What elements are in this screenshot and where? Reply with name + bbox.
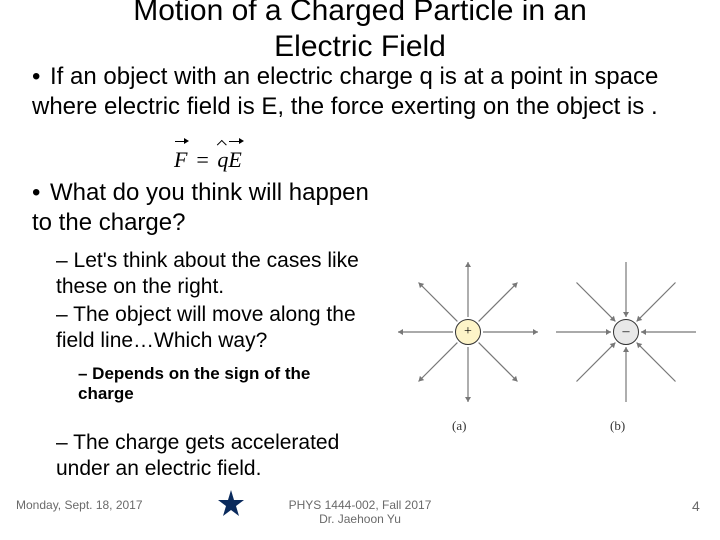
footer-course-line1: PHYS 1444-002, Fall 2017 bbox=[250, 498, 470, 512]
footer-course: PHYS 1444-002, Fall 2017 Dr. Jaehoon Yu bbox=[250, 498, 470, 526]
slide: Motion of a Charged Particle in an Elect… bbox=[0, 0, 720, 540]
bullet-2: •What do you think will happen to the ch… bbox=[32, 178, 392, 238]
field-diagrams: + – (a) (b) bbox=[390, 248, 704, 438]
bullet-1: •If an object with an electric charge q … bbox=[32, 62, 692, 122]
bullet-1-text: If an object with an electric charge q i… bbox=[32, 63, 658, 120]
diagram-b-label: (b) bbox=[610, 418, 625, 434]
equals-sign: = bbox=[195, 147, 210, 172]
diagram-a-label: (a) bbox=[452, 418, 466, 434]
footer-date: Monday, Sept. 18, 2017 bbox=[16, 498, 166, 512]
footer-course-line2: Dr. Jaehoon Yu bbox=[250, 512, 470, 526]
field-diagram-svg bbox=[390, 248, 704, 438]
bullet-dot-icon: • bbox=[32, 178, 50, 208]
vector-E-icon: E bbox=[228, 147, 241, 173]
sub-bullet-2: – The object will move along the field l… bbox=[56, 302, 386, 354]
sub-bullet-3: – The charge gets accelerated under an e… bbox=[56, 430, 346, 482]
title-line-1: Motion of a Charged Particle in an bbox=[0, 0, 720, 28]
bullet-2-text: What do you think will happen to the cha… bbox=[32, 179, 369, 236]
title-line-2: Electric Field bbox=[0, 30, 720, 64]
negative-charge-icon: – bbox=[613, 319, 639, 345]
positive-charge-icon: + bbox=[455, 319, 481, 345]
q-symbol: q bbox=[217, 147, 228, 173]
institution-logo-icon bbox=[216, 488, 246, 518]
subsub-bullet-1: – Depends on the sign of the charge bbox=[78, 364, 368, 404]
bullet-dot-icon: • bbox=[32, 62, 50, 92]
equation-overlay: F = qE bbox=[174, 147, 242, 173]
slide-number: 4 bbox=[692, 498, 700, 514]
sub-bullet-1: – Let's think about the cases like these… bbox=[56, 248, 386, 300]
vector-F-icon: F bbox=[174, 147, 187, 173]
